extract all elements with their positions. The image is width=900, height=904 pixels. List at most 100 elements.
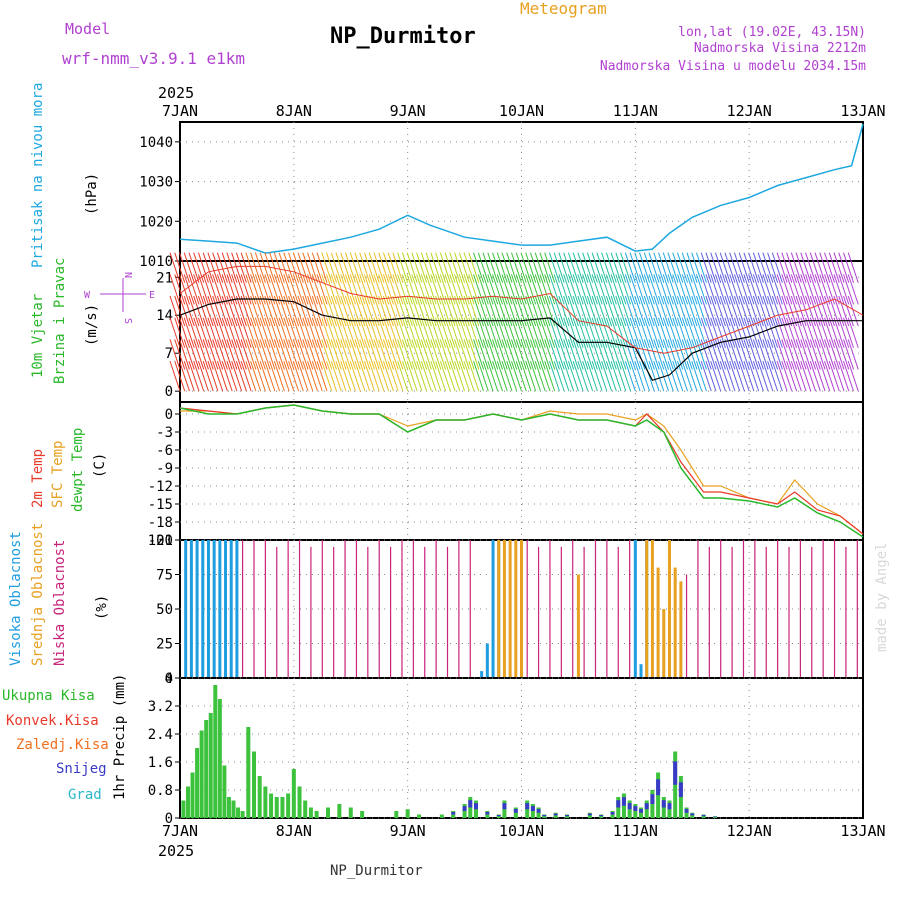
wind-barb — [288, 274, 300, 305]
wind-barb — [771, 252, 783, 283]
wind-barb — [416, 317, 428, 348]
wind-barb — [634, 252, 646, 283]
wind-barb — [397, 317, 409, 348]
wind-barb — [591, 295, 603, 327]
precip-ytick-label: 3.2 — [148, 699, 173, 715]
wind-barb — [212, 274, 224, 305]
precip-total-bar — [246, 727, 251, 818]
wind-barb — [838, 360, 850, 392]
wind-barb — [221, 274, 233, 305]
wind-barb — [733, 274, 745, 305]
wind-barb — [401, 317, 413, 348]
wind-barb — [729, 317, 741, 348]
wind-barb — [748, 360, 760, 392]
wind-barb — [615, 274, 627, 305]
wind-barb — [591, 360, 603, 392]
wind-barb — [487, 274, 499, 305]
wind-barb — [463, 274, 475, 305]
wind-barb — [648, 360, 660, 392]
pressure-ytick-label: 1020 — [139, 214, 173, 230]
wind-barb — [658, 295, 670, 327]
wind-barb — [316, 295, 328, 327]
wind-barb — [724, 339, 736, 370]
wind-barb — [349, 339, 361, 370]
wind-barb — [359, 252, 371, 283]
wind-barb — [330, 339, 342, 370]
wind-barb — [767, 295, 779, 327]
wind-barb — [202, 339, 214, 370]
precip-snow-bar — [587, 813, 592, 816]
wind-barb — [511, 360, 522, 392]
wind-barb — [468, 317, 480, 348]
wind-barb — [444, 339, 456, 370]
wind-barb — [269, 360, 281, 392]
wind-barb — [202, 317, 214, 348]
precip-ytick-label: 2.4 — [148, 727, 173, 743]
wind-barb — [349, 360, 361, 392]
wind-barb — [283, 317, 295, 348]
wind-barb — [534, 274, 546, 305]
wind-barb — [297, 274, 309, 305]
wind-barb — [691, 295, 703, 327]
wind-barb — [363, 252, 375, 283]
wind-barb — [558, 252, 570, 283]
wind-title-1: 10m Vjetar — [30, 294, 46, 378]
wind-barb — [681, 295, 693, 327]
wind-barb — [345, 274, 356, 305]
wind-barb — [506, 274, 518, 305]
wind-barb — [643, 339, 655, 370]
wind-barb — [681, 274, 693, 305]
top-tick-label: 7JAN — [162, 102, 198, 120]
precip-total-bar — [217, 699, 222, 818]
wind-barb — [169, 339, 181, 370]
wind-barb — [719, 317, 731, 348]
wind-barb — [714, 295, 726, 327]
wind-barb — [743, 252, 755, 283]
wind-barb — [221, 360, 233, 392]
wind-barb — [563, 339, 575, 370]
wind-barb — [558, 360, 570, 392]
cloud-mid-bar — [576, 574, 580, 678]
wind-barb — [767, 317, 779, 348]
wind-barb — [511, 252, 522, 283]
precip-freezing-label: Zaledj.Kisa — [16, 737, 109, 753]
wind-barb — [748, 295, 760, 327]
wind-barb — [591, 252, 603, 283]
wind-barb — [733, 339, 745, 370]
wind-barb — [762, 295, 774, 327]
precip-snow-bar — [667, 803, 672, 810]
wind-barb — [639, 317, 651, 348]
wind-barb — [781, 295, 793, 327]
wind-barb — [814, 252, 826, 283]
wind-barb — [340, 317, 352, 348]
wind-barb — [278, 252, 290, 283]
precip-snow-bar — [468, 800, 473, 808]
wind-barb — [719, 295, 731, 327]
wind-barb — [378, 274, 390, 305]
cloud-high-bar — [195, 540, 199, 678]
cloud-high-label: Visoka Oblacnost — [8, 531, 24, 666]
wind-barb — [572, 339, 584, 370]
precip-snow-bar — [684, 809, 689, 813]
wind-barb — [705, 252, 717, 283]
wind-barb — [188, 252, 200, 283]
wind-barb — [269, 274, 281, 305]
wind-barb — [207, 317, 219, 348]
wind-barb — [382, 360, 394, 392]
wind-barb — [387, 252, 399, 283]
wind-barb — [254, 339, 266, 370]
wind-barb — [359, 339, 371, 370]
wind-barb — [174, 295, 186, 327]
wind-barb — [245, 252, 257, 283]
wind-barb — [435, 339, 447, 370]
temp-dew-label: dewpt Temp — [70, 428, 86, 512]
wind-barb — [686, 252, 698, 283]
wind-barb — [425, 274, 437, 305]
wind-barb — [525, 252, 537, 283]
wind-barb — [601, 252, 613, 283]
wind-barb — [786, 339, 798, 370]
wind-barb — [724, 252, 736, 283]
wind-barb — [567, 295, 579, 327]
wind-barb — [681, 252, 693, 283]
wind-barb — [240, 339, 252, 370]
